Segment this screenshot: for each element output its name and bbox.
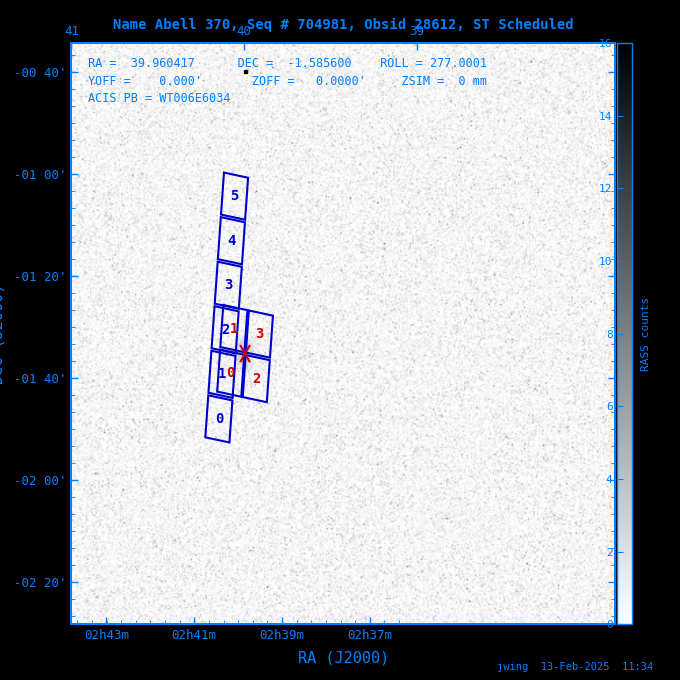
Text: jwing  13-Feb-2025  11:34: jwing 13-Feb-2025 11:34 (496, 662, 653, 672)
Text: ACIS PB = WT006E6034: ACIS PB = WT006E6034 (88, 92, 231, 105)
Text: 5: 5 (231, 189, 239, 203)
Text: 0: 0 (226, 366, 235, 380)
Text: 1: 1 (218, 367, 226, 381)
Text: 3: 3 (255, 327, 264, 341)
Text: 1: 1 (230, 322, 238, 336)
Text: 0: 0 (215, 412, 223, 426)
Text: 2: 2 (221, 323, 229, 337)
Text: 2: 2 (252, 372, 260, 386)
Text: RA =  39.960417      DEC =  -1.585600    ROLL = 277.0001: RA = 39.960417 DEC = -1.585600 ROLL = 27… (88, 57, 487, 70)
Text: YOFF =    0.000'       ZOFF =   0.0000'     ZSIM =  0 mm: YOFF = 0.000' ZOFF = 0.0000' ZSIM = 0 mm (88, 75, 487, 88)
Y-axis label: RASS counts: RASS counts (641, 296, 651, 371)
Text: 4: 4 (227, 234, 235, 248)
Bar (244, 70, 247, 73)
Text: 3: 3 (224, 278, 233, 292)
Y-axis label: Dec (J2000): Dec (J2000) (0, 284, 5, 384)
X-axis label: RA (J2000): RA (J2000) (298, 651, 389, 666)
Text: Name Abell 370, Seq # 704981, Obsid 28612, ST Scheduled: Name Abell 370, Seq # 704981, Obsid 2861… (113, 18, 574, 32)
